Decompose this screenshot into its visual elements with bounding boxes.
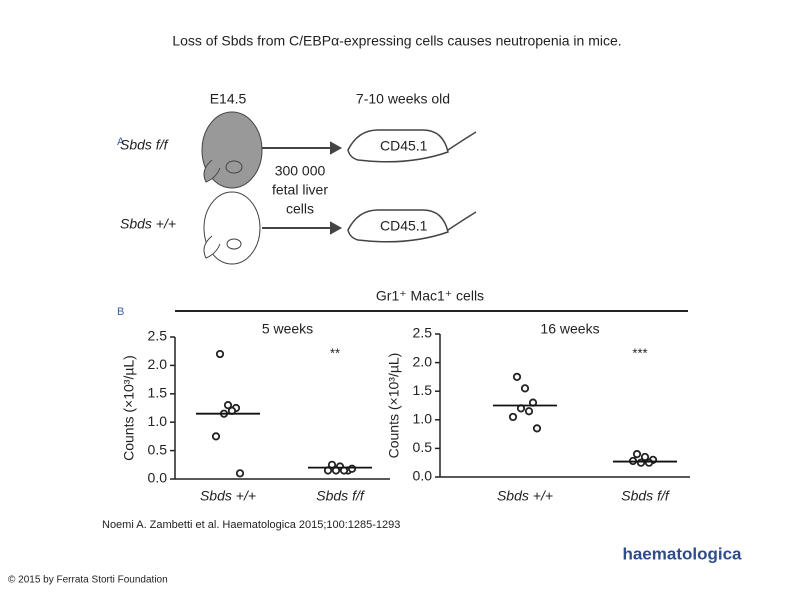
chart-title: 16 weeks [540, 321, 599, 337]
time-label: E14.5 [210, 91, 247, 107]
data-point [215, 349, 225, 359]
x-tick-label: Sbds +/+ [200, 488, 256, 504]
y-tick-label: 0.5 [413, 439, 433, 455]
logo: haematologica [622, 544, 742, 563]
significance: ** [330, 345, 340, 360]
y-tick-label: 1.5 [413, 382, 433, 398]
data-point [211, 432, 221, 441]
y-tick-label: 2.5 [148, 328, 168, 344]
slide-title: Loss of Sbds from C/EBPα-expressing cell… [172, 33, 621, 49]
y-tick-label: 1.0 [413, 411, 433, 427]
data-point [524, 407, 534, 416]
genotype: Sbds f/f [120, 137, 170, 153]
x-tick-label: Sbds +/+ [497, 488, 553, 504]
x-tick-label: Sbds f/f [316, 488, 366, 504]
y-axis-label: Counts (×10³/µL) [121, 355, 137, 461]
data-point [644, 458, 654, 467]
significance: *** [632, 345, 647, 360]
y-tick-label: 0.0 [413, 468, 433, 484]
embryo-wt [203, 191, 261, 265]
data-point [223, 401, 233, 410]
y-tick-label: 2.0 [413, 353, 433, 369]
time-label: 7-10 weeks old [356, 91, 450, 107]
panel-label: B [117, 306, 124, 318]
recipient-label: CD45.1 [380, 218, 428, 234]
data-point [512, 372, 522, 381]
data-point [235, 469, 245, 478]
data-point [508, 412, 518, 422]
transfer-text: 300 000 [275, 163, 326, 179]
copyright: © 2015 by Ferrata Storti Foundation [8, 575, 168, 586]
data-point [640, 452, 650, 462]
citation: Noemi A. Zambetti et al. Haematologica 2… [102, 519, 400, 531]
y-tick-label: 0.5 [148, 441, 168, 457]
data-point [347, 464, 357, 473]
mice [347, 129, 477, 243]
chart-title: 5 weeks [262, 321, 313, 337]
panel-header: Gr1⁺ Mac1⁺ cells [376, 288, 484, 304]
data-point [636, 458, 646, 467]
transfer-text: fetal liver [272, 182, 328, 198]
x-tick-label: Sbds f/f [621, 488, 671, 504]
y-tick-label: 0.0 [148, 470, 168, 486]
genotype: Sbds +/+ [120, 216, 176, 232]
data-point [532, 424, 542, 433]
y-axis-label: Counts (×10³/µL) [386, 353, 402, 459]
data-point [632, 450, 642, 459]
y-tick-label: 1.0 [148, 413, 168, 429]
transfer-text: cells [286, 201, 314, 217]
arrows [262, 141, 343, 235]
panel-label: A [117, 136, 125, 148]
recipient-label: CD45.1 [380, 138, 428, 154]
y-tick-label: 1.5 [148, 385, 168, 401]
embryo-ff [201, 111, 263, 189]
data-point [520, 384, 530, 393]
y-tick-label: 2.5 [413, 325, 433, 341]
y-tick-label: 2.0 [148, 356, 168, 372]
